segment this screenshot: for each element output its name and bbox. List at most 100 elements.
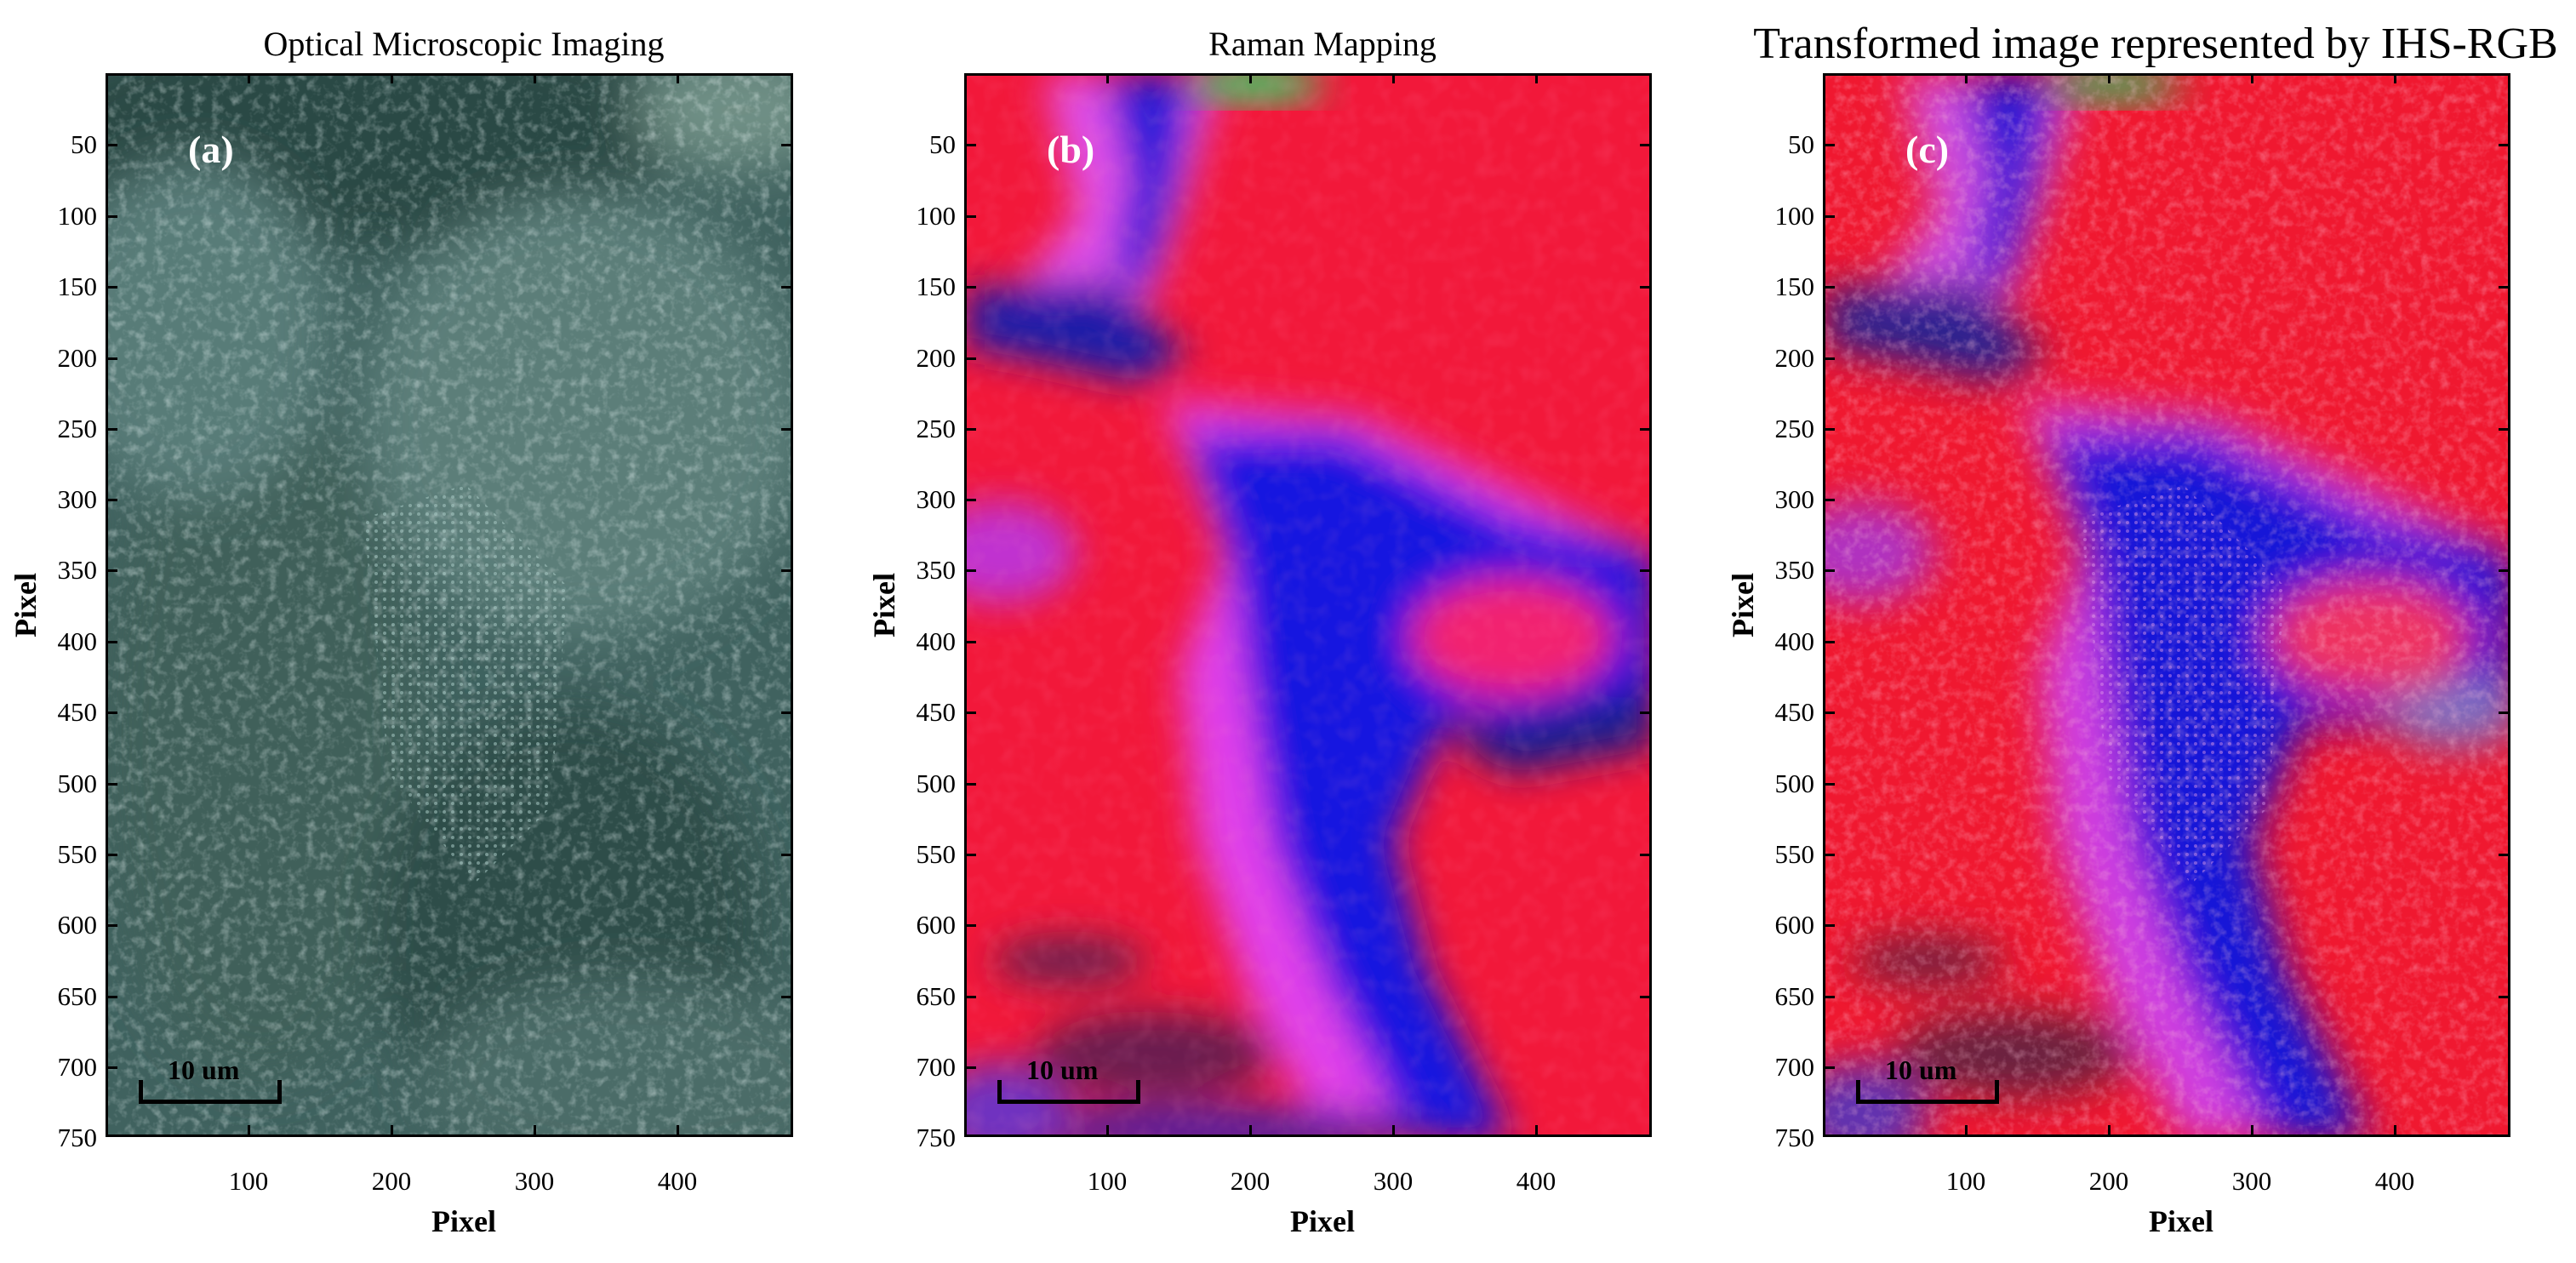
ytick-mark [1823, 854, 1835, 856]
xtick-mark [1965, 1125, 1968, 1137]
xtick-label: 200 [1230, 1166, 1271, 1196]
ytick-label: 750 [1774, 1123, 1815, 1152]
xtick-mark [248, 1125, 250, 1137]
right-tick-mark [781, 712, 793, 714]
ytick-mark [1823, 712, 1835, 714]
xtick-mark [2108, 1125, 2110, 1137]
ytick-label: 150 [1774, 271, 1815, 301]
ytick-mark [106, 783, 117, 786]
ytick-label: 250 [1774, 414, 1815, 443]
right-tick-mark [2499, 712, 2510, 714]
ytick-label: 450 [57, 697, 98, 727]
panel-b-scale-bar [997, 1080, 1140, 1104]
ytick-label: 550 [916, 839, 957, 869]
top-tick-mark [1535, 73, 1538, 83]
panel-a-plot: (a) 10 um [106, 73, 793, 1137]
ytick-mark [1823, 428, 1835, 431]
ytick-label: 150 [57, 271, 98, 301]
ytick-mark [106, 996, 117, 998]
ytick-label: 350 [57, 555, 98, 585]
right-tick-mark [1640, 569, 1652, 572]
right-tick-mark [781, 428, 793, 431]
top-tick-mark [534, 73, 536, 83]
panel-c-scale-label: 10 um [1885, 1054, 1957, 1085]
ytick-label: 750 [57, 1123, 98, 1152]
ytick-mark [1823, 569, 1835, 572]
ytick-mark [964, 428, 976, 431]
ytick-label: 100 [57, 201, 98, 231]
ytick-mark [1823, 144, 1835, 146]
panel-b-label: (b) [1047, 128, 1095, 171]
right-tick-mark [781, 144, 793, 146]
panel-a-scale-bar [139, 1080, 282, 1104]
ytick-mark [1823, 641, 1835, 643]
panel-b-plot: (b) 10 um [964, 73, 1652, 1137]
ytick-mark [964, 996, 976, 998]
ytick-label: 200 [57, 343, 98, 373]
ytick-mark [106, 924, 117, 927]
xtick-label: 300 [1373, 1166, 1414, 1196]
ytick-mark [106, 357, 117, 360]
ytick-mark [1823, 286, 1835, 289]
ytick-mark [964, 1066, 976, 1069]
right-tick-mark [2499, 854, 2510, 856]
ytick-label: 100 [1774, 201, 1815, 231]
ytick-mark [964, 783, 976, 786]
ytick-label: 300 [57, 484, 98, 514]
xtick-mark [1535, 1125, 1538, 1137]
ytick-label: 150 [916, 271, 957, 301]
raman-map-image [967, 76, 1649, 1134]
ytick-mark [1823, 1066, 1835, 1069]
ytick-label: 700 [916, 1052, 957, 1082]
ytick-mark [1823, 996, 1835, 998]
top-tick-mark [1965, 73, 1968, 83]
y-axis-label: Pixel [9, 573, 43, 637]
ytick-mark [964, 499, 976, 501]
xtick-label: 100 [228, 1166, 269, 1196]
panel-b-scale-label: 10 um [1026, 1054, 1099, 1085]
xtick-label: 300 [514, 1166, 555, 1196]
ytick-label: 250 [916, 414, 957, 443]
ytick-mark [964, 854, 976, 856]
ytick-mark [1823, 499, 1835, 501]
x-axis-label: Pixel [2149, 1204, 2213, 1238]
ytick-label: 650 [916, 981, 957, 1011]
ytick-label: 300 [916, 484, 957, 514]
xtick-label: 400 [1516, 1166, 1556, 1196]
ytick-label: 300 [1774, 484, 1815, 514]
ytick-mark [1823, 357, 1835, 360]
optical-microscope-image [108, 76, 791, 1134]
x-axis-label: Pixel [431, 1204, 496, 1238]
xtick-label: 200 [2088, 1166, 2129, 1196]
ytick-label: 200 [1774, 343, 1815, 373]
right-tick-mark [1640, 428, 1652, 431]
right-tick-mark [1640, 996, 1652, 998]
right-tick-mark [2499, 286, 2510, 289]
panel-b: Raman Mapping [859, 0, 1717, 1263]
right-tick-mark [1640, 854, 1652, 856]
xtick-label: 400 [2374, 1166, 2415, 1196]
ytick-mark [106, 499, 117, 501]
ytick-label: 500 [916, 769, 957, 798]
panel-a-label: (a) [188, 128, 234, 171]
ytick-label: 50 [929, 129, 956, 159]
top-tick-mark [391, 73, 393, 83]
ytick-label: 600 [916, 910, 957, 940]
panel-c-title: Transformed image represented by IHS-RGB [1753, 20, 2558, 68]
ytick-label: 400 [1774, 626, 1815, 656]
xtick-mark [2394, 1125, 2396, 1137]
ytick-mark [1823, 215, 1835, 218]
ytick-mark [964, 712, 976, 714]
ytick-label: 350 [916, 555, 957, 585]
xtick-mark [1249, 1125, 1252, 1137]
xtick-label: 300 [2231, 1166, 2272, 1196]
xtick-mark [1392, 1125, 1395, 1137]
ytick-label: 600 [1774, 910, 1815, 940]
y-axis-label: Pixel [867, 573, 901, 637]
ihs-rgb-fused-image [1825, 76, 2508, 1134]
xtick-mark [534, 1125, 536, 1137]
ytick-mark [964, 569, 976, 572]
top-tick-mark [1106, 73, 1109, 83]
top-tick-mark [248, 73, 250, 83]
right-tick-mark [2499, 144, 2510, 146]
